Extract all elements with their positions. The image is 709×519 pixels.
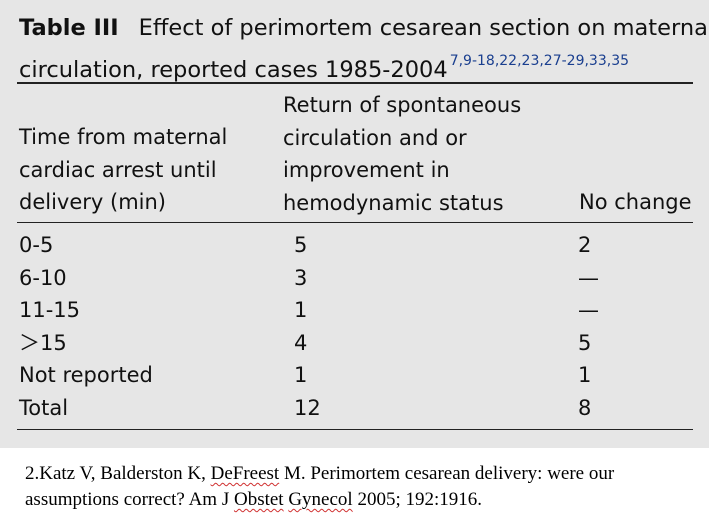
table-title-line2: circulation, reported cases 1985-2004 — [19, 57, 448, 83]
header-time-line: delivery (min) — [19, 190, 166, 214]
cell-return: 3 — [294, 265, 308, 290]
citation-spellcheck-word: DeFreest — [210, 463, 280, 484]
cell-time: 0-5 — [19, 233, 54, 257]
bottom-rule — [17, 429, 693, 431]
citation-spellcheck-word: Gynecol — [288, 489, 353, 510]
table-label: Table III — [19, 15, 119, 41]
citation-text: 2.Katz V, Balderston K, — [25, 463, 211, 484]
cell-time: 11-15 — [19, 298, 81, 322]
cell-time: ＞15 — [19, 330, 67, 355]
header-return-line: Return of spontaneous — [283, 93, 522, 117]
header-return-line: circulation and or — [283, 125, 467, 150]
cell-no-change: 1 — [578, 363, 592, 387]
header-no-change-line: No change — [579, 190, 692, 214]
cell-return: 5 — [294, 233, 308, 257]
cell-no-change: 5 — [578, 330, 592, 355]
reference-citation: 2.Katz V, Balderston K, DeFreest M. Peri… — [25, 461, 700, 513]
table-panel: Table III Effect of perimortem cesarean s… — [0, 0, 709, 448]
header-time: Time from maternal cardiac arrest until … — [19, 121, 227, 219]
header-return-line: improvement in — [283, 158, 450, 182]
table-row: ＞15 4 5 — [0, 327, 709, 360]
cell-time: Not reported — [19, 363, 153, 387]
citation-spellcheck-word: Obstet — [233, 489, 284, 510]
cell-no-change: — — [578, 298, 599, 322]
table-row-total: Total 12 8 — [0, 392, 709, 425]
citation-text: 2005; 192:1916. — [352, 489, 483, 510]
cell-time: 6-10 — [19, 265, 67, 290]
cell-no-change: 8 — [578, 395, 592, 420]
header-time-line: Time from maternal — [19, 125, 228, 149]
citation-text: M. Perimortem cesarean delivery: were ou… — [25, 463, 615, 510]
table-row: 6-10 3 — — [0, 262, 709, 295]
cell-return: 1 — [294, 363, 308, 387]
table-row: 0-5 5 2 — [0, 229, 709, 262]
header-no-change: No change — [579, 186, 692, 219]
header-return-line: hemodynamic status — [283, 190, 504, 215]
table-row: 11-15 1 — — [0, 294, 709, 327]
table-row: Not reported 1 1 — [0, 359, 709, 392]
cell-return: 12 — [294, 395, 321, 420]
cell-no-change: — — [578, 265, 599, 290]
cell-return: 1 — [294, 298, 308, 322]
cell-return: 4 — [294, 330, 308, 355]
header-time-line: cardiac arrest until — [19, 157, 217, 182]
cell-no-change: 2 — [578, 233, 592, 257]
title-citation-refs: 7,9-18,22,23,27-29,33,35 — [449, 53, 630, 69]
cell-time: Total — [19, 395, 69, 420]
top-rule — [17, 82, 693, 84]
table-title: Table III Effect of perimortem cesarean s… — [19, 12, 709, 87]
header-rule — [17, 222, 693, 224]
table-title-line1: Effect of perimortem cesarean section on… — [138, 15, 709, 41]
header-return: Return of spontaneous circulation and or… — [283, 89, 521, 219]
